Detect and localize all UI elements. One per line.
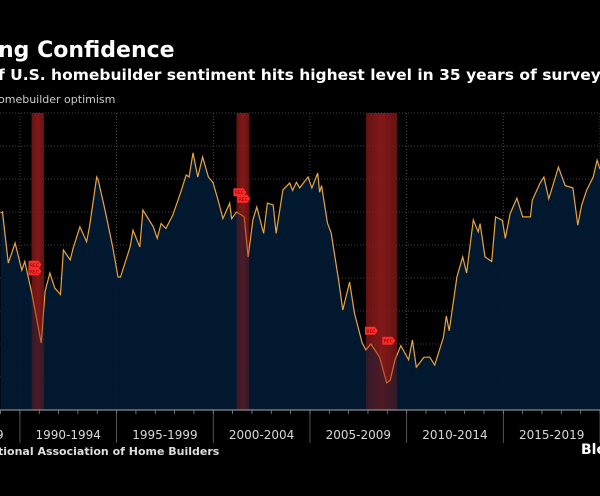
chart-title: ng Confidence <box>0 38 175 63</box>
recession-marker: REC <box>28 267 42 276</box>
marker-tag-icon <box>237 194 251 203</box>
recession-band-overlay <box>366 113 397 410</box>
marker-label: REC <box>30 263 39 269</box>
series-line <box>0 152 600 384</box>
area-fill <box>0 152 600 410</box>
recession-marker: REC <box>364 326 378 335</box>
marker-tag-icon <box>382 336 396 345</box>
marker-label: REC <box>30 269 39 275</box>
marker-label: REC <box>235 190 244 196</box>
x-tick-label: 9 <box>0 428 4 442</box>
x-axis: 9 1990-1994 1995-1999 2000-2004 2005-2009 201… <box>0 409 600 443</box>
marker-tag-icon <box>233 188 247 197</box>
marker-label: REC <box>239 197 248 203</box>
legend-label: omebuilder optimism <box>0 93 116 106</box>
chart-subtitle: f U.S. homebuilder sentiment hits highes… <box>0 66 600 84</box>
x-tick-label: 1995-1999 <box>132 428 197 442</box>
marker-tag-icon <box>28 267 42 276</box>
recession-marker: REC <box>237 194 251 203</box>
recession-marker: REC <box>233 188 247 197</box>
x-tick-label: 2000-2004 <box>229 428 294 442</box>
brand-logo: Blo <box>581 442 600 458</box>
x-tick-label: 2015-2019 <box>519 428 584 442</box>
marker-label: REC <box>384 339 393 345</box>
marker-tag-icon <box>28 260 42 269</box>
x-tick-label: 1990-1994 <box>36 428 101 442</box>
source-note: tional Association of Home Builders <box>0 445 220 458</box>
recession-marker: REC <box>382 336 396 345</box>
marker-label: REC <box>366 329 375 335</box>
recession-band-overlay <box>236 113 250 410</box>
marker-tag-icon <box>364 326 378 335</box>
x-tick-label: 2005-2009 <box>326 428 391 442</box>
x-tick-label: 2010-2014 <box>422 428 487 442</box>
recession-marker: REC <box>28 260 42 269</box>
